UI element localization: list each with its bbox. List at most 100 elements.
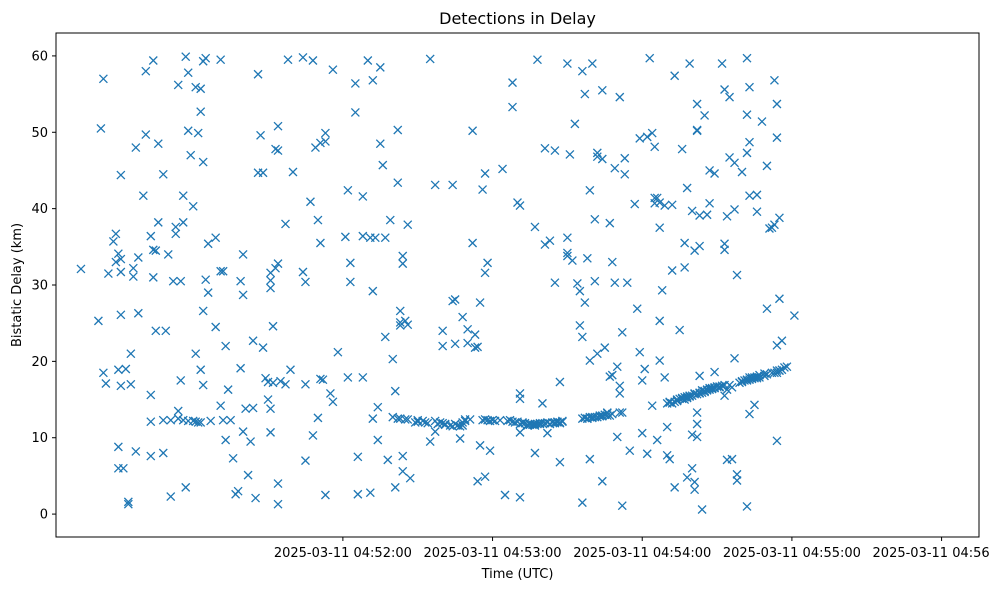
detection-point — [458, 312, 468, 322]
detection-point — [370, 233, 380, 243]
detection-point — [468, 126, 478, 136]
detection-point — [570, 119, 580, 129]
detection-point — [183, 126, 193, 136]
detection-point — [732, 270, 742, 280]
detection-point — [263, 395, 273, 405]
detection-point — [226, 415, 236, 425]
detection-point — [772, 133, 782, 143]
detection-point — [398, 451, 408, 461]
detection-point — [375, 62, 385, 72]
detection-point — [630, 199, 640, 209]
detection-point — [236, 276, 246, 286]
detection-point — [677, 144, 687, 154]
detection-point — [313, 413, 323, 423]
detection-point — [540, 240, 550, 249]
detection-point — [682, 472, 692, 482]
detection-point — [325, 388, 335, 398]
detection-point — [605, 218, 615, 228]
detection-point — [752, 190, 762, 200]
detection-point — [695, 371, 705, 381]
detection-point — [745, 137, 754, 147]
detection-point — [216, 55, 226, 65]
detection-point — [690, 485, 700, 495]
detection-point — [283, 55, 293, 65]
detection-point — [692, 126, 702, 136]
detection-point — [141, 130, 151, 140]
detection-point — [288, 167, 298, 177]
detection-point — [281, 219, 290, 229]
data-points — [76, 52, 799, 514]
detection-point — [612, 362, 622, 372]
detection-point — [345, 258, 355, 268]
detection-point — [218, 415, 228, 425]
detection-point — [126, 349, 136, 359]
detection-point — [685, 59, 695, 69]
detection-point — [248, 336, 258, 346]
detection-point — [555, 377, 565, 387]
detection-point — [116, 170, 126, 180]
detection-point — [113, 365, 123, 375]
detection-point — [617, 327, 627, 337]
detection-point — [131, 447, 141, 456]
detection-point — [458, 421, 468, 430]
detection-point — [146, 231, 156, 241]
detection-point — [173, 80, 183, 90]
detection-point — [178, 217, 188, 227]
detection-point — [153, 217, 163, 227]
detection-point — [350, 78, 360, 88]
detection-point — [720, 391, 730, 401]
detection-point — [198, 157, 208, 167]
detection-point — [315, 138, 325, 148]
y-tick-label: 0 — [40, 508, 48, 523]
detection-point — [403, 414, 413, 424]
detection-point — [211, 322, 221, 332]
detection-point — [590, 276, 600, 286]
detection-point — [530, 421, 540, 430]
detection-point — [597, 85, 607, 95]
detection-point — [750, 400, 759, 410]
detection-point — [690, 477, 700, 487]
detection-point — [345, 277, 355, 287]
detection-point — [455, 434, 465, 443]
detection-point — [420, 417, 430, 427]
detection-point — [515, 388, 525, 398]
detection-point — [645, 53, 655, 63]
detection-point — [715, 382, 725, 392]
detection-point — [510, 417, 520, 427]
detection-point — [717, 381, 727, 391]
detection-point — [515, 427, 525, 437]
detection-point — [655, 198, 665, 207]
detection-point — [201, 275, 211, 285]
detection-point — [176, 375, 186, 385]
detection-point — [273, 146, 283, 156]
detection-point — [577, 66, 587, 76]
detection-point — [632, 304, 642, 314]
detection-point — [320, 490, 330, 500]
detection-point — [196, 365, 206, 375]
detection-point — [637, 375, 647, 385]
detection-point — [642, 132, 652, 142]
detection-point — [575, 321, 585, 330]
detection-point — [682, 183, 692, 193]
detection-point — [735, 378, 744, 388]
detection-point — [158, 448, 168, 458]
detection-point — [695, 211, 705, 220]
detection-point — [246, 437, 256, 447]
detection-point — [705, 165, 715, 175]
detection-point — [550, 146, 560, 156]
detection-point — [216, 266, 226, 276]
detection-point — [692, 99, 702, 109]
detection-point — [158, 169, 168, 179]
detection-point — [206, 416, 216, 426]
detection-point — [388, 354, 398, 364]
detection-point — [300, 277, 310, 287]
detection-point — [463, 338, 473, 348]
detection-point — [655, 223, 665, 233]
detection-point — [617, 408, 627, 417]
detection-point — [266, 275, 275, 285]
detection-point — [398, 466, 408, 476]
detection-point — [755, 372, 764, 382]
detection-point — [577, 498, 587, 508]
detection-point — [395, 306, 405, 316]
